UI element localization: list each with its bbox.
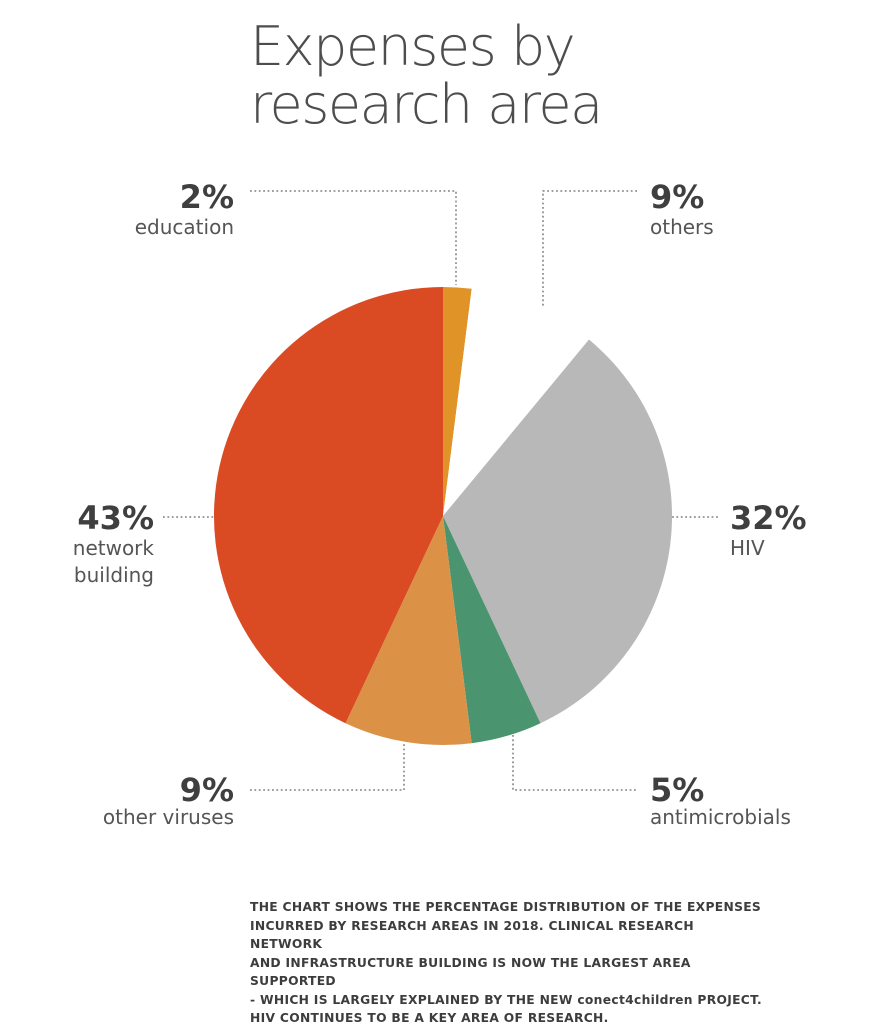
caption-line: AND INFRASTRUCTURE BUILDING IS NOW THE L… (250, 955, 691, 989)
pie-slice-education (443, 287, 472, 516)
pie-slice-network-building (213, 287, 443, 724)
pie-slice-other-viruses (345, 516, 472, 745)
label-name-education: education (135, 215, 234, 239)
label-name-hiv: HIV (730, 536, 765, 560)
label-pct-network: 43% (77, 499, 154, 537)
leader-line-others (542, 190, 637, 307)
caption-line: THE CHART SHOWS THE PERCENTAGE DISTRIBUT… (250, 900, 762, 914)
label-pct-hiv: 32% (730, 499, 807, 537)
leader-line-antimicrobials (512, 735, 637, 791)
title-line-1: Expenses by (250, 15, 576, 78)
caption-line: INCURRED BY RESEARCH AREAS IN 2018. CLIN… (250, 918, 694, 952)
leader-line-other-viruses (250, 742, 405, 791)
chart-caption: THE CHART SHOWS THE PERCENTAGE DISTRIBUT… (250, 898, 770, 1028)
label-name-network-line2: building (74, 563, 154, 587)
title-line-2: research area (250, 73, 603, 136)
pie-slice-hiv (443, 339, 673, 724)
label-name-others: others (650, 215, 714, 239)
label-name-antimicrobials: antimicrobials (650, 805, 791, 829)
label-pct-antimicrobials: 5% (650, 771, 704, 809)
pie-slice-others (443, 288, 589, 516)
leader-line-education (250, 190, 457, 285)
label-pct-education: 2% (180, 178, 234, 216)
caption-line: - WHICH IS LARGELY EXPLAINED BY THE NEW … (250, 992, 762, 1007)
label-name-network-line1: network (73, 536, 155, 560)
label-pct-others: 9% (650, 178, 704, 216)
caption-line: HIV CONTINUES TO BE A KEY AREA OF RESEAR… (250, 1011, 609, 1025)
pie-slices (213, 287, 673, 745)
page-title: Expenses by research area (250, 18, 850, 134)
pie-slice-antimicrobials (443, 516, 541, 744)
label-pct-other-viruses: 9% (180, 771, 234, 809)
label-name-other-viruses: other viruses (103, 805, 234, 829)
